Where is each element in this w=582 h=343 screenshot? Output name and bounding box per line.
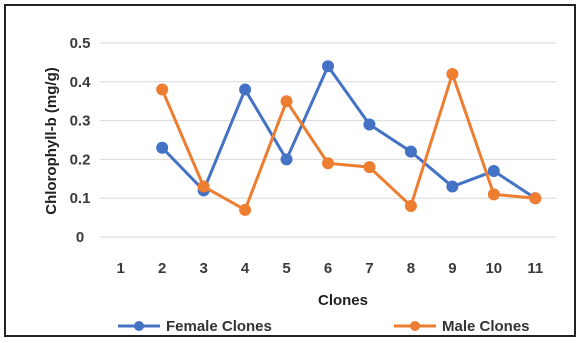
x-tick-label: 10 <box>485 260 502 277</box>
x-tick-labels: 1 2 3 4 5 6 7 8 9 10 11 <box>117 260 544 277</box>
x-tick-label: 4 <box>241 260 250 277</box>
y-tick-label: 0.3 <box>70 113 91 130</box>
legend: Female Clones Male Clones <box>118 318 530 335</box>
y-tick-labels: 0 0.1 0.2 0.3 0.4 0.5 <box>70 35 92 246</box>
x-axis-title: Clones <box>318 292 368 309</box>
legend-marker-female <box>134 321 144 331</box>
series-lines <box>156 60 542 216</box>
x-tick-label: 2 <box>158 260 166 277</box>
x-tick-label: 8 <box>407 260 415 277</box>
data-point <box>280 95 293 108</box>
data-point <box>239 203 252 216</box>
data-point <box>322 157 334 170</box>
x-tick-label: 5 <box>282 260 290 277</box>
data-point <box>404 145 417 158</box>
legend-item-female: Female Clones <box>118 318 272 335</box>
legend-label-male: Male Clones <box>442 318 530 335</box>
data-point <box>197 180 210 193</box>
legend-item-male: Male Clones <box>394 318 530 335</box>
data-point <box>487 188 500 201</box>
series-line <box>160 72 536 212</box>
x-tick-label: 3 <box>199 260 207 277</box>
data-point <box>446 68 459 81</box>
y-tick-label: 0.5 <box>70 35 91 52</box>
data-point <box>322 60 334 73</box>
series-1 <box>156 68 542 216</box>
data-point <box>446 180 459 193</box>
data-point <box>239 83 252 96</box>
y-tick-label: 0.4 <box>70 74 92 91</box>
y-tick-label: 0.2 <box>70 151 91 168</box>
y-axis-title: Chlorophyll-b (mg/g) <box>43 67 60 214</box>
gridlines <box>100 42 556 238</box>
x-tick-label: 1 <box>117 260 125 277</box>
y-tick-label: 0.1 <box>70 190 91 207</box>
chart-frame <box>4 4 576 337</box>
data-point <box>156 83 169 96</box>
data-point <box>404 199 417 212</box>
data-point <box>363 161 376 174</box>
legend-marker-male <box>410 321 420 331</box>
data-point <box>280 153 293 166</box>
y-tick-label: 0 <box>76 229 84 246</box>
series-line <box>161 64 537 200</box>
data-point <box>156 141 169 154</box>
x-tick-label: 7 <box>365 260 373 277</box>
x-tick-label: 11 <box>527 260 543 277</box>
data-point <box>529 192 542 205</box>
legend-label-female: Female Clones <box>166 318 272 335</box>
x-tick-label: 6 <box>324 260 332 277</box>
data-point <box>487 165 500 178</box>
x-tick-label: 9 <box>448 260 456 277</box>
data-point <box>363 118 376 131</box>
